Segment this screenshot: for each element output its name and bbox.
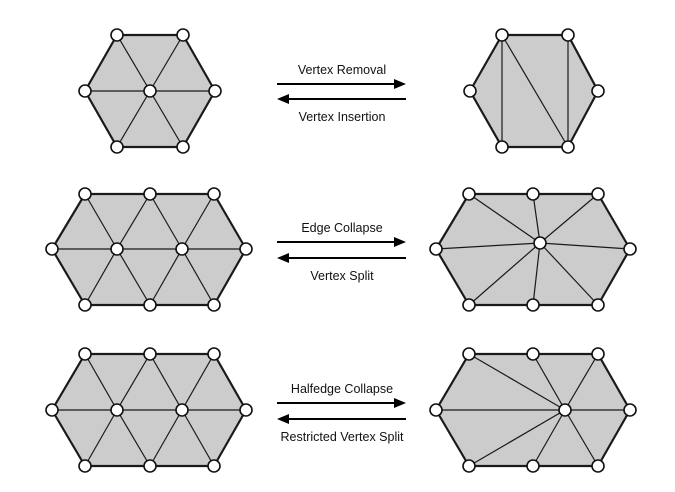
arrow-left-icon [277, 414, 406, 424]
mesh-before-halfedge-collapse [45, 347, 253, 473]
arrow-pair-vertex-removal: Vertex Removal Vertex Insertion [277, 63, 406, 124]
arrow-right-icon [277, 79, 406, 89]
mesh-after-halfedge-collapse [429, 347, 637, 473]
mesh-after-vertex-removal [463, 28, 605, 154]
arrow-pair-halfedge-collapse: Halfedge Collapse Restricted Vertex Spli… [277, 382, 406, 444]
arrow-right-icon [277, 398, 406, 408]
mesh-before-vertex-removal [78, 28, 222, 154]
label-edge-collapse: Edge Collapse [301, 221, 382, 235]
arrow-right-icon [277, 237, 406, 247]
mesh-after-edge-collapse [429, 187, 637, 312]
mesh-before-edge-collapse [45, 187, 253, 312]
label-vertex-insertion: Vertex Insertion [299, 110, 386, 124]
label-halfedge-collapse: Halfedge Collapse [291, 382, 393, 396]
label-vertex-removal: Vertex Removal [298, 63, 386, 77]
arrow-pair-edge-collapse: Edge Collapse Vertex Split [277, 221, 406, 283]
label-restricted-vertex-split: Restricted Vertex Split [281, 430, 404, 444]
arrow-left-icon [277, 94, 406, 104]
arrow-left-icon [277, 253, 406, 263]
label-vertex-split: Vertex Split [310, 269, 374, 283]
